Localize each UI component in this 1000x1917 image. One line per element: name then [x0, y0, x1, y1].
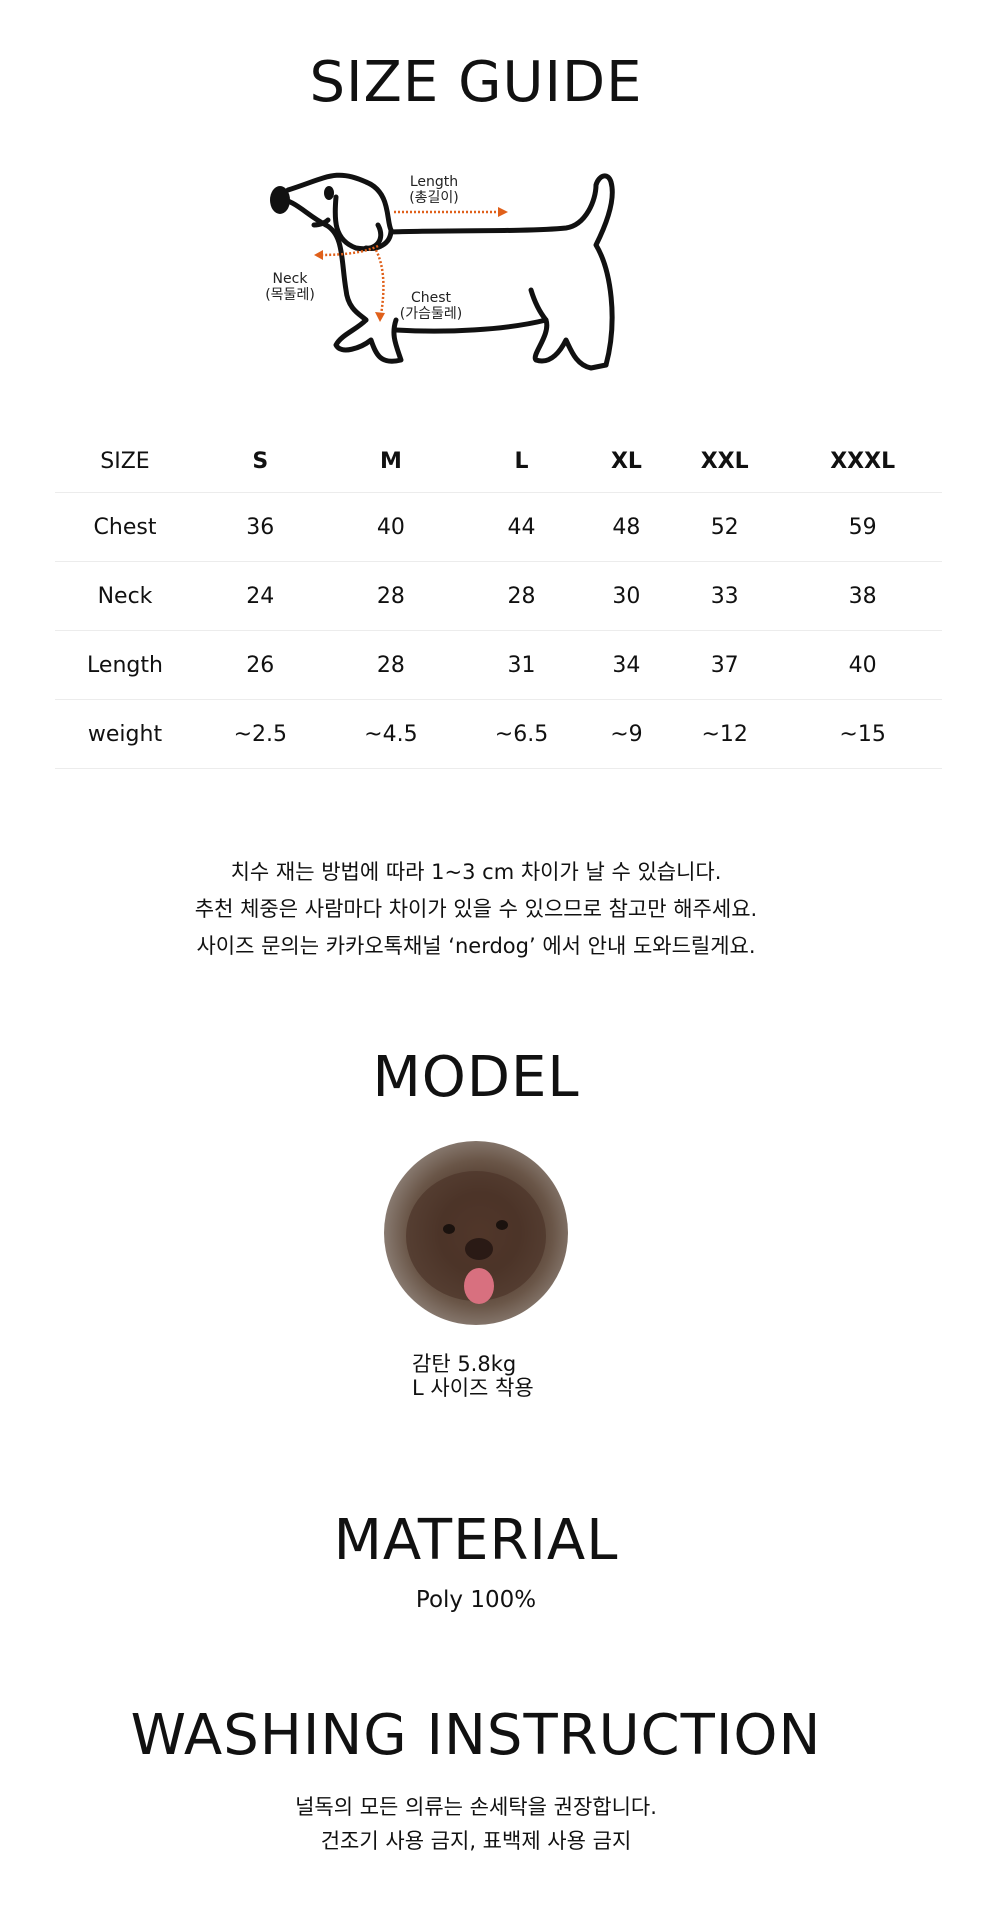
- table-cell: 34: [586, 630, 667, 700]
- table-cell: 40: [783, 630, 942, 700]
- table-cell: 33: [666, 561, 784, 631]
- table-cell: ~15: [783, 699, 942, 769]
- table-row: Length 26 28 31 34 37 40: [55, 630, 942, 700]
- table-cell: 44: [456, 492, 587, 562]
- row-label: Length: [55, 630, 195, 700]
- arrowhead-icon: [314, 250, 323, 260]
- table-header: L: [514, 448, 529, 474]
- table-cell: 26: [195, 630, 326, 700]
- model-title: MODEL: [372, 1045, 580, 1110]
- size-note: 치수 재는 방법에 따라 1~3 cm 차이가 날 수 있습니다.: [230, 860, 722, 884]
- table-cell: 48: [586, 492, 667, 562]
- table-cell: 28: [456, 561, 587, 631]
- table-cell: 37: [666, 630, 784, 700]
- table-cell: ~9: [586, 699, 667, 769]
- arrowhead-icon: [375, 312, 385, 322]
- table-cell: ~12: [666, 699, 784, 769]
- dog-nose-icon: [270, 186, 290, 214]
- table-cell: 52: [666, 492, 784, 562]
- size-table: SIZE S M L XL XXL XXXL Chest 36 40 44 48…: [55, 430, 942, 769]
- dog-measurement-diagram: Length (총길이) Neck (목둘레) Chest (가슴둘레): [266, 172, 615, 371]
- washing-title: WASHING INSTRUCTION: [130, 1703, 822, 1768]
- chest-label-ko: (가슴둘레): [400, 306, 462, 322]
- table-header: SIZE: [100, 448, 150, 474]
- washing-line: 널독의 모든 의류는 손세탁을 권장합니다.: [295, 1795, 657, 1819]
- table-cell: ~6.5: [456, 699, 587, 769]
- table-header: S: [252, 448, 269, 474]
- table-header: XL: [610, 448, 642, 474]
- table-cell: 40: [325, 492, 457, 562]
- model-dog-photo: [384, 1141, 568, 1325]
- table-cell: 28: [325, 630, 457, 700]
- table-cell: 24: [195, 561, 326, 631]
- material-value: Poly 100%: [415, 1587, 537, 1613]
- measure-arrows: [319, 210, 501, 316]
- table-cell: ~2.5: [195, 699, 326, 769]
- row-label: Chest: [55, 492, 195, 562]
- row-label: weight: [55, 699, 195, 769]
- table-header: XXL: [700, 448, 749, 474]
- table-cell: 59: [783, 492, 942, 562]
- washing-line: 건조기 사용 금지, 표백제 사용 금지: [320, 1829, 632, 1853]
- table-row: weight ~2.5 ~4.5 ~6.5 ~9 ~12 ~15: [55, 699, 942, 769]
- table-cell: 28: [325, 561, 457, 631]
- size-guide-title: SIZE GUIDE: [309, 50, 643, 115]
- table-header: M: [379, 448, 402, 474]
- table-header: XXXL: [830, 448, 896, 474]
- table-row: Neck 24 28 28 30 33 38: [55, 561, 942, 631]
- model-caption-weight: 감탄 5.8kg: [412, 1352, 517, 1376]
- table-cell: 38: [783, 561, 942, 631]
- model-caption-size: L 사이즈 착용: [412, 1376, 534, 1400]
- row-label: Neck: [55, 561, 195, 631]
- table-cell: ~4.5: [325, 699, 457, 769]
- table-cell: 36: [195, 492, 326, 562]
- neck-label: Neck: [273, 271, 309, 287]
- dog-eye-icon: [324, 186, 334, 200]
- chest-label: Chest: [411, 290, 452, 306]
- table-cell: 30: [586, 561, 667, 631]
- table-cell: 31: [456, 630, 587, 700]
- length-label-ko: (총길이): [409, 190, 459, 206]
- table-header-row: SIZE S M L XL XXL XXXL: [55, 430, 942, 493]
- table-row: Chest 36 40 44 48 52 59: [55, 492, 942, 562]
- material-title: MATERIAL: [333, 1508, 619, 1573]
- neck-label-ko: (목둘레): [266, 287, 315, 303]
- length-label: Length: [410, 174, 458, 190]
- arrowhead-icon: [498, 207, 508, 217]
- size-note: 추천 체중은 사람마다 차이가 있을 수 있으므로 참고만 해주세요.: [194, 897, 758, 921]
- size-note: 사이즈 문의는 카카오톡채널 ‘nerdog’ 에서 안내 도와드릴게요.: [196, 934, 756, 958]
